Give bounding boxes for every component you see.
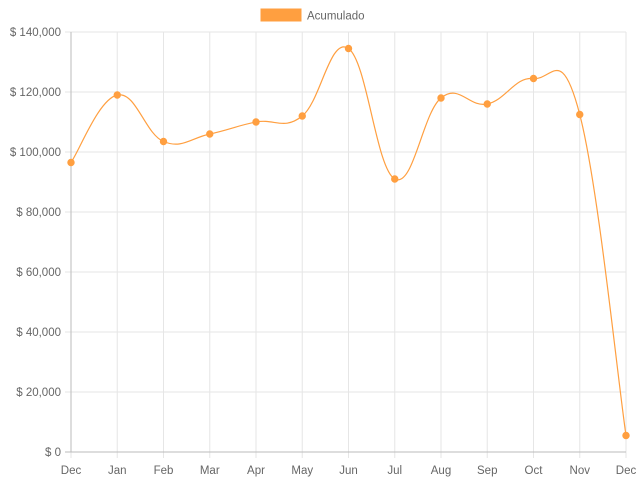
x-tick-label: Oct [525, 465, 544, 477]
x-tick-label: May [291, 465, 313, 477]
data-point[interactable] [529, 74, 538, 83]
y-tick-label: $ 140,000 [10, 27, 61, 39]
legend[interactable]: Acumulado [260, 8, 365, 23]
data-points [67, 44, 630, 440]
y-tick-label: $ 80,000 [16, 207, 61, 219]
x-tick-label: Feb [154, 465, 174, 477]
x-axis-tick-labels: Dec Jan Feb Mar Apr May Jun Jul Aug Sep Oct Nov Dec [61, 465, 637, 477]
data-point[interactable] [298, 112, 306, 120]
legend-label: Acumulado [307, 11, 365, 23]
y-tick-label: $ 60,000 [16, 267, 61, 279]
data-point[interactable] [483, 100, 491, 108]
data-point[interactable] [576, 110, 584, 119]
data-point[interactable] [622, 431, 630, 440]
y-tick-label: $ 120,000 [10, 87, 61, 99]
y-axis-tick-labels: $ 0 $ 20,000 $ 40,000 $ 60,000 $ 80,000 $ 100… [10, 27, 61, 459]
data-point[interactable] [67, 158, 75, 167]
x-tick-label: Aug [431, 465, 451, 477]
y-tick-label: $ 20,000 [16, 387, 61, 399]
axes [65, 32, 626, 453]
x-tick-label: Jul [387, 465, 402, 477]
x-tick-label: Jun [339, 465, 358, 477]
data-point[interactable] [159, 137, 168, 146]
data-point[interactable] [344, 44, 353, 53]
x-tick-label: Sep [477, 465, 497, 477]
legend-swatch [260, 8, 302, 22]
x-tick-label: Dec [616, 465, 637, 477]
x-tick-label: Dec [61, 465, 82, 477]
data-point[interactable] [206, 130, 214, 138]
x-tick-label: Jan [108, 465, 127, 477]
y-tick-label: $ 100,000 [10, 147, 61, 159]
data-point[interactable] [113, 91, 121, 99]
x-tick-label: Mar [200, 465, 220, 477]
y-tick-label: $ 0 [45, 447, 61, 459]
y-tick-label: $ 40,000 [16, 327, 61, 339]
data-point[interactable] [437, 94, 445, 102]
gridlines [65, 31, 627, 458]
data-point[interactable] [252, 118, 260, 126]
x-tick-label: Nov [570, 465, 591, 477]
data-point[interactable] [391, 175, 399, 183]
x-tick-label: Apr [247, 465, 265, 477]
